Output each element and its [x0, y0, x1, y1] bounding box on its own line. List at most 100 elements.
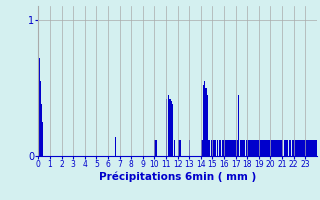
- Bar: [178, 140, 179, 156]
- Bar: [254, 140, 255, 156]
- Bar: [275, 140, 276, 156]
- Bar: [232, 140, 233, 156]
- Bar: [156, 140, 157, 156]
- Bar: [263, 140, 265, 156]
- Bar: [270, 140, 272, 156]
- Bar: [211, 140, 212, 156]
- Bar: [229, 140, 230, 156]
- Bar: [235, 140, 236, 156]
- Bar: [179, 140, 180, 156]
- Bar: [269, 140, 270, 156]
- Bar: [222, 140, 223, 156]
- Bar: [168, 95, 170, 156]
- Bar: [258, 140, 259, 156]
- Bar: [174, 140, 175, 156]
- Bar: [294, 140, 295, 156]
- Bar: [309, 140, 310, 156]
- Bar: [215, 140, 216, 156]
- Bar: [277, 140, 278, 156]
- Bar: [246, 140, 247, 156]
- Bar: [172, 104, 173, 156]
- Bar: [260, 140, 261, 156]
- Bar: [231, 140, 232, 156]
- Bar: [240, 140, 241, 156]
- Bar: [243, 140, 244, 156]
- Bar: [257, 140, 258, 156]
- Bar: [255, 140, 257, 156]
- Bar: [223, 140, 224, 156]
- Bar: [315, 140, 316, 156]
- Bar: [202, 140, 203, 156]
- Bar: [282, 140, 283, 156]
- Bar: [237, 140, 238, 156]
- Bar: [251, 140, 252, 156]
- Bar: [295, 140, 296, 156]
- Bar: [289, 140, 290, 156]
- Bar: [40, 81, 41, 156]
- Bar: [287, 140, 288, 156]
- Bar: [266, 140, 267, 156]
- Bar: [213, 140, 215, 156]
- Bar: [292, 140, 294, 156]
- Bar: [316, 140, 317, 156]
- Bar: [247, 140, 248, 156]
- Bar: [252, 140, 253, 156]
- Bar: [296, 140, 297, 156]
- Bar: [308, 140, 309, 156]
- Bar: [306, 140, 308, 156]
- Bar: [304, 140, 305, 156]
- Bar: [312, 140, 313, 156]
- Bar: [274, 140, 275, 156]
- Bar: [207, 95, 208, 156]
- Bar: [310, 140, 311, 156]
- Bar: [278, 140, 280, 156]
- Bar: [305, 140, 306, 156]
- Bar: [281, 140, 282, 156]
- Bar: [205, 88, 207, 156]
- Bar: [241, 140, 243, 156]
- Bar: [311, 140, 312, 156]
- Bar: [217, 140, 218, 156]
- Bar: [280, 140, 281, 156]
- Bar: [171, 101, 172, 156]
- Bar: [244, 140, 245, 156]
- X-axis label: Précipitations 6min ( mm ): Précipitations 6min ( mm ): [99, 172, 256, 182]
- Bar: [166, 99, 167, 156]
- Bar: [115, 137, 116, 156]
- Bar: [253, 140, 254, 156]
- Bar: [155, 140, 156, 156]
- Bar: [201, 140, 202, 156]
- Bar: [272, 140, 273, 156]
- Bar: [209, 140, 210, 156]
- Bar: [297, 140, 298, 156]
- Bar: [236, 140, 237, 156]
- Bar: [203, 85, 204, 156]
- Bar: [302, 140, 303, 156]
- Bar: [208, 140, 209, 156]
- Bar: [284, 140, 285, 156]
- Bar: [268, 140, 269, 156]
- Bar: [298, 140, 300, 156]
- Bar: [225, 140, 226, 156]
- Bar: [42, 122, 43, 156]
- Bar: [180, 140, 181, 156]
- Bar: [233, 140, 235, 156]
- Bar: [300, 140, 302, 156]
- Bar: [250, 140, 251, 156]
- Bar: [189, 140, 190, 156]
- Bar: [170, 99, 171, 156]
- Bar: [238, 95, 239, 156]
- Bar: [262, 140, 263, 156]
- Bar: [261, 140, 262, 156]
- Bar: [41, 104, 42, 156]
- Bar: [259, 140, 260, 156]
- Bar: [38, 58, 40, 156]
- Bar: [265, 140, 266, 156]
- Bar: [226, 140, 228, 156]
- Bar: [224, 140, 225, 156]
- Bar: [204, 81, 205, 156]
- Bar: [248, 140, 250, 156]
- Bar: [276, 140, 277, 156]
- Bar: [212, 140, 213, 156]
- Bar: [285, 140, 287, 156]
